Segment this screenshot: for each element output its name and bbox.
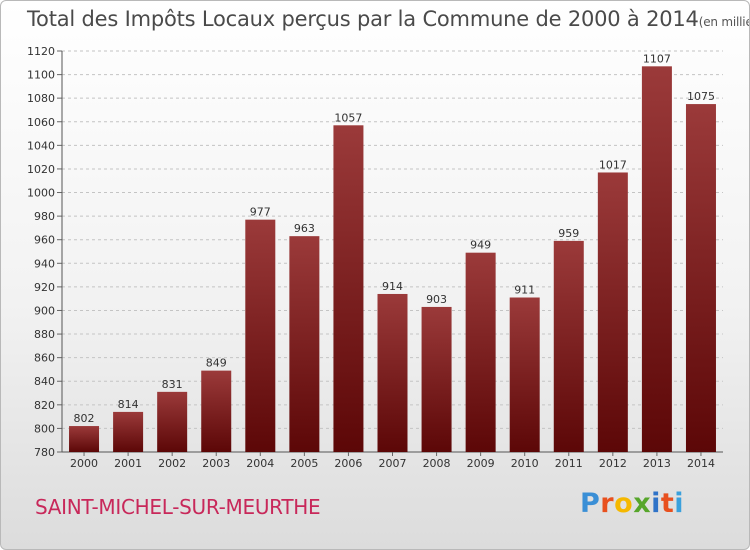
y-tick-label: 1020: [27, 163, 55, 176]
proxiti-logo-letter: i: [674, 488, 685, 519]
proxiti-logo: Proxiti: [580, 488, 684, 519]
bar: [641, 66, 672, 453]
x-tick-label: 2002: [158, 457, 186, 470]
y-tick-label: 960: [34, 234, 55, 247]
chart-title-main: Total des Impôts Locaux perçus par la Co…: [27, 7, 699, 31]
bar-value-label: 977: [250, 206, 271, 219]
y-tick-label: 880: [34, 328, 55, 341]
bar-value-label: 1075: [687, 90, 715, 103]
x-tick-label: 2000: [70, 457, 98, 470]
y-tick-label: 820: [34, 399, 55, 412]
bar-value-label: 914: [382, 280, 403, 293]
bar-value-label: 903: [426, 293, 447, 306]
bar: [289, 236, 320, 452]
x-tick-label: 2014: [687, 457, 715, 470]
bar-value-label: 831: [162, 378, 183, 391]
y-tick-label: 840: [34, 375, 55, 388]
y-tick-label: 800: [34, 422, 55, 435]
bar-value-label: 802: [74, 412, 95, 425]
x-tick-label: 2010: [511, 457, 539, 470]
y-tick-label: 1060: [27, 116, 55, 129]
bar: [377, 293, 408, 452]
bar: [597, 172, 628, 452]
bar-value-label: 849: [206, 357, 227, 370]
x-tick-label: 2005: [290, 457, 318, 470]
x-tick-label: 2001: [114, 457, 142, 470]
x-tick-label: 2008: [423, 457, 451, 470]
x-tick-label: 2006: [334, 457, 362, 470]
bar: [69, 426, 100, 452]
bar: [333, 125, 364, 452]
chart-title-unit: (en milliers d'€): [698, 15, 749, 29]
bar-value-label: 963: [294, 222, 315, 235]
y-tick-label: 1000: [27, 187, 55, 200]
y-tick-label: 860: [34, 352, 55, 365]
bar: [509, 297, 540, 452]
y-tick-label: 920: [34, 281, 55, 294]
x-tick-label: 2011: [555, 457, 583, 470]
x-tick-label: 2007: [379, 457, 407, 470]
bar: [113, 411, 144, 452]
x-tick-label: 2012: [599, 457, 627, 470]
bar-value-label: 959: [558, 227, 579, 240]
y-tick-label: 940: [34, 257, 55, 270]
bar-value-label: 814: [118, 398, 139, 411]
commune-name: SAINT-MICHEL-SUR-MEURTHE: [35, 495, 321, 519]
bar-value-label: 1107: [643, 52, 671, 65]
proxiti-logo-letter: x: [633, 488, 652, 519]
bar-value-label: 911: [514, 283, 535, 296]
y-tick-label: 900: [34, 304, 55, 317]
bar-value-label: 1057: [334, 111, 362, 124]
bar: [245, 219, 276, 452]
proxiti-logo-letter: o: [614, 488, 634, 519]
proxiti-logo-letter: P: [580, 488, 601, 519]
bar: [157, 391, 188, 452]
y-tick-label: 980: [34, 210, 55, 223]
bar: [553, 240, 584, 452]
y-tick-label: 1040: [27, 139, 55, 152]
chart-title: Total des Impôts Locaux perçus par la Co…: [27, 7, 749, 31]
y-tick-label: 1080: [27, 92, 55, 105]
bar: [465, 252, 496, 452]
x-tick-label: 2004: [246, 457, 274, 470]
proxiti-logo-letter: i: [651, 488, 661, 519]
y-tick-label: 1100: [27, 69, 55, 82]
bar: [421, 306, 452, 452]
x-tick-label: 2013: [643, 457, 671, 470]
bar: [685, 104, 716, 452]
bar-value-label: 949: [470, 239, 491, 252]
y-tick-label: 780: [34, 446, 55, 459]
proxiti-logo-letter: r: [600, 488, 615, 519]
bar: [201, 370, 232, 452]
y-tick-label: 1120: [27, 45, 55, 58]
bar-value-label: 1017: [599, 158, 627, 171]
proxiti-logo-letter: t: [660, 488, 675, 519]
x-tick-label: 2009: [467, 457, 495, 470]
x-tick-label: 2003: [202, 457, 230, 470]
